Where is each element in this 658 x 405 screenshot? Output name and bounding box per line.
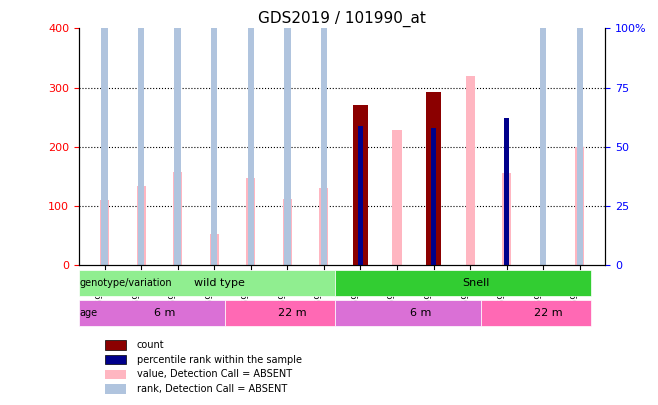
Bar [284,0,291,265]
Bar [356,105,365,265]
Bar [502,173,511,265]
Bar [210,234,218,265]
Bar [353,105,368,265]
Bar [105,340,126,350]
Bar [540,0,546,265]
Bar [105,370,126,379]
Bar [358,126,363,265]
Text: 6 m: 6 m [410,308,432,318]
Text: age: age [80,308,97,318]
Text: count: count [137,340,164,350]
Bar [575,147,584,265]
Bar [100,200,109,265]
Title: GDS2019 / 101990_at: GDS2019 / 101990_at [258,11,426,27]
Bar [247,0,254,265]
Bar [320,0,327,265]
Text: 6 m: 6 m [154,308,176,318]
FancyBboxPatch shape [481,300,591,326]
Bar [246,177,255,265]
Text: Snell: Snell [462,277,490,288]
Text: 22 m: 22 m [278,308,307,318]
Text: 22 m: 22 m [534,308,563,318]
Bar [432,128,436,265]
Bar [105,355,126,364]
Bar [101,0,108,265]
Bar [138,0,144,265]
FancyBboxPatch shape [335,300,481,326]
Text: rank, Detection Call = ABSENT: rank, Detection Call = ABSENT [137,384,287,394]
Text: percentile rank within the sample: percentile rank within the sample [137,355,302,364]
Bar [319,188,328,265]
Text: value, Detection Call = ABSENT: value, Detection Call = ABSENT [137,369,292,379]
Bar [211,21,217,265]
Bar [466,76,474,265]
Bar [426,92,441,265]
Bar [174,0,181,265]
Bar [392,130,401,265]
Bar [429,92,438,265]
Bar [137,186,145,265]
Bar [505,118,509,265]
FancyBboxPatch shape [79,300,225,326]
Bar [105,384,126,394]
Bar [576,0,583,265]
FancyBboxPatch shape [79,270,335,296]
Text: wild type: wild type [194,277,245,288]
FancyBboxPatch shape [335,270,591,296]
Bar [283,199,292,265]
Text: genotype/variation: genotype/variation [80,277,172,288]
FancyBboxPatch shape [225,300,335,326]
Bar [173,172,182,265]
